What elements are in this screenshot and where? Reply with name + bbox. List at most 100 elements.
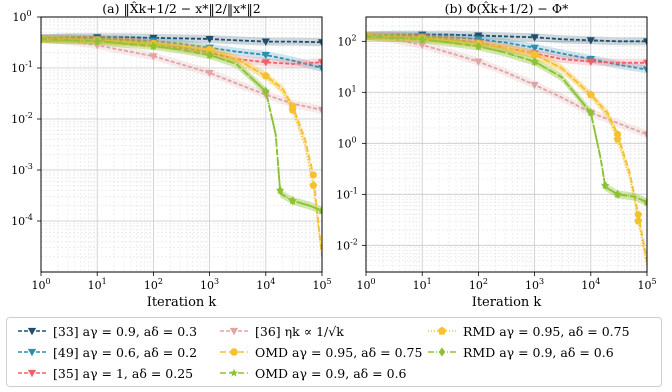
- series-point-s33: [474, 32, 483, 40]
- plot-area: [41, 17, 322, 272]
- series-point-s49: [530, 44, 539, 52]
- x-tick-label: 105: [312, 277, 331, 292]
- series-line-s49: [366, 34, 647, 71]
- series-point-s33: [317, 39, 322, 47]
- series-line-omd2: [41, 38, 322, 212]
- series-point-rmd2: [289, 196, 296, 206]
- series-point-s49: [261, 51, 270, 60]
- y-tick-label: 10-2: [11, 111, 33, 126]
- x-tick-label: 102: [469, 277, 488, 292]
- series-group: [366, 30, 647, 270]
- series-point-rmd1: [288, 105, 297, 114]
- series-line-s33: [41, 36, 322, 44]
- series-band-s36: [366, 31, 647, 139]
- series-point-rmd2: [418, 34, 426, 44]
- series-point-s49: [642, 66, 647, 74]
- x-tick-label: 100: [356, 277, 375, 292]
- series-point-rmd2: [601, 180, 609, 190]
- series-band-omd2: [41, 35, 322, 215]
- legend-swatch-s33: [18, 327, 46, 336]
- series-line-s36: [366, 34, 647, 136]
- legend-label: OMD aγ = 0.9, aδ = 0.6: [255, 365, 407, 381]
- x-tick-label: 101: [88, 277, 107, 292]
- x-tick-label: 105: [637, 277, 656, 292]
- series-band-s49: [366, 31, 647, 74]
- y-tick-label: 100: [337, 135, 356, 150]
- chart-title: (a) ‖X̂k+1/2 − x*‖2/‖x*‖2: [102, 1, 260, 16]
- panel-a: 100 101 102 103 104 105 10-4 10-3 10-2 10-1 100 (a)…: [11, 1, 331, 310]
- series-point-s33: [261, 38, 270, 46]
- series-point-rmd2: [318, 206, 322, 216]
- y-tick-label: 102: [337, 33, 356, 48]
- legend-label: [35] aγ = 1, aδ = 0.25: [53, 365, 194, 381]
- series-point-rmd2: [41, 34, 45, 44]
- axes-frame: [365, 16, 648, 273]
- legend-swatch-rmd1: [428, 326, 456, 335]
- series-point-rmd1: [261, 71, 270, 80]
- series-line-omd1: [366, 35, 647, 261]
- legend-swatch-omd1: [220, 348, 248, 356]
- series-line-s49: [41, 37, 322, 69]
- legend-label: [36] ηk ∝ 1/√k: [255, 323, 344, 339]
- chart-title: (b) Φ(X̂k+1/2) − Φ*: [445, 1, 569, 16]
- series-line-rmd2: [366, 35, 647, 204]
- series-point-s33: [205, 36, 214, 44]
- series-band-rmd2: [41, 35, 322, 215]
- series-point-rmd1: [613, 135, 622, 143]
- legend-item-s33: [33] aγ = 0.9, aδ = 0.3: [17, 321, 197, 341]
- legend-item-omd1: OMD aγ = 0.95, aδ = 0.75: [219, 342, 422, 362]
- series-point-rmd2: [150, 41, 157, 51]
- series-point-s36: [205, 69, 214, 78]
- legend-item-rmd1: RMD aγ = 0.95, aδ = 0.75: [427, 321, 630, 341]
- series-point-s36: [317, 107, 322, 115]
- y-tick-label: 10-3: [11, 162, 33, 177]
- series-point-s33: [642, 38, 647, 46]
- legend-label: RMD aγ = 0.9, aδ = 0.6: [463, 344, 614, 360]
- legend-label: OMD aγ = 0.95, aδ = 0.75: [255, 344, 423, 360]
- series-point-rmd1: [634, 216, 643, 225]
- y-tick-label: 101: [337, 84, 356, 99]
- x-axis-label: Iteration k: [472, 295, 542, 310]
- x-tick-label: 101: [413, 277, 432, 292]
- series-point-s36: [530, 81, 539, 90]
- series-point-rmd2: [614, 189, 621, 199]
- grid: [365, 16, 648, 273]
- legend-label: [33] aγ = 0.9, aδ = 0.3: [53, 323, 198, 339]
- series-point-rmd1: [309, 181, 318, 189]
- series-point-s35: [586, 58, 595, 66]
- legend-swatch-s35: [18, 369, 46, 378]
- series-point-rmd1: [586, 90, 595, 98]
- y-tick-label: 10-2: [336, 237, 358, 252]
- axes-frame: [40, 16, 323, 273]
- series-line-s36: [41, 37, 322, 111]
- series-point-s36: [149, 53, 158, 61]
- plot-area: [366, 17, 647, 272]
- series-point-rmd2: [276, 185, 284, 195]
- x-tick-label: 104: [581, 277, 600, 292]
- series-point-rmd2: [587, 108, 595, 118]
- series-line-s35: [41, 37, 322, 65]
- legend-label: RMD aγ = 0.95, aδ = 0.75: [463, 323, 630, 339]
- series-point-rmd2: [643, 197, 647, 207]
- series-line-rmd1: [366, 35, 647, 266]
- series-line-s33: [366, 33, 647, 43]
- x-tick-label: 103: [525, 277, 544, 292]
- series-point-rmd2: [93, 36, 101, 46]
- series-point-s49: [317, 65, 322, 73]
- series-group: [41, 33, 322, 261]
- legend-item-s36: [36] ηk ∝ 1/√k: [219, 321, 344, 341]
- x-tick-label: 102: [144, 277, 163, 292]
- x-tick-label: 100: [31, 277, 50, 292]
- series-point-s36: [474, 58, 483, 66]
- series-band-s33: [41, 33, 322, 47]
- series-point-s36: [642, 131, 647, 139]
- series-point-s35: [642, 59, 647, 67]
- series-point-rmd2: [206, 50, 213, 60]
- panel-b: 100 101 102 103 104 105 10-2 10-1 100 101 102 (b) Φ…: [336, 1, 656, 310]
- series-point-rmd2: [531, 57, 538, 67]
- legend-item-omd2: OMD aγ = 0.9, aδ = 0.6: [219, 363, 407, 383]
- y-tick-label: 100: [12, 9, 31, 24]
- legend-item-rmd2: RMD aγ = 0.9, aδ = 0.6: [427, 342, 614, 362]
- series-point-rmd2: [262, 86, 270, 96]
